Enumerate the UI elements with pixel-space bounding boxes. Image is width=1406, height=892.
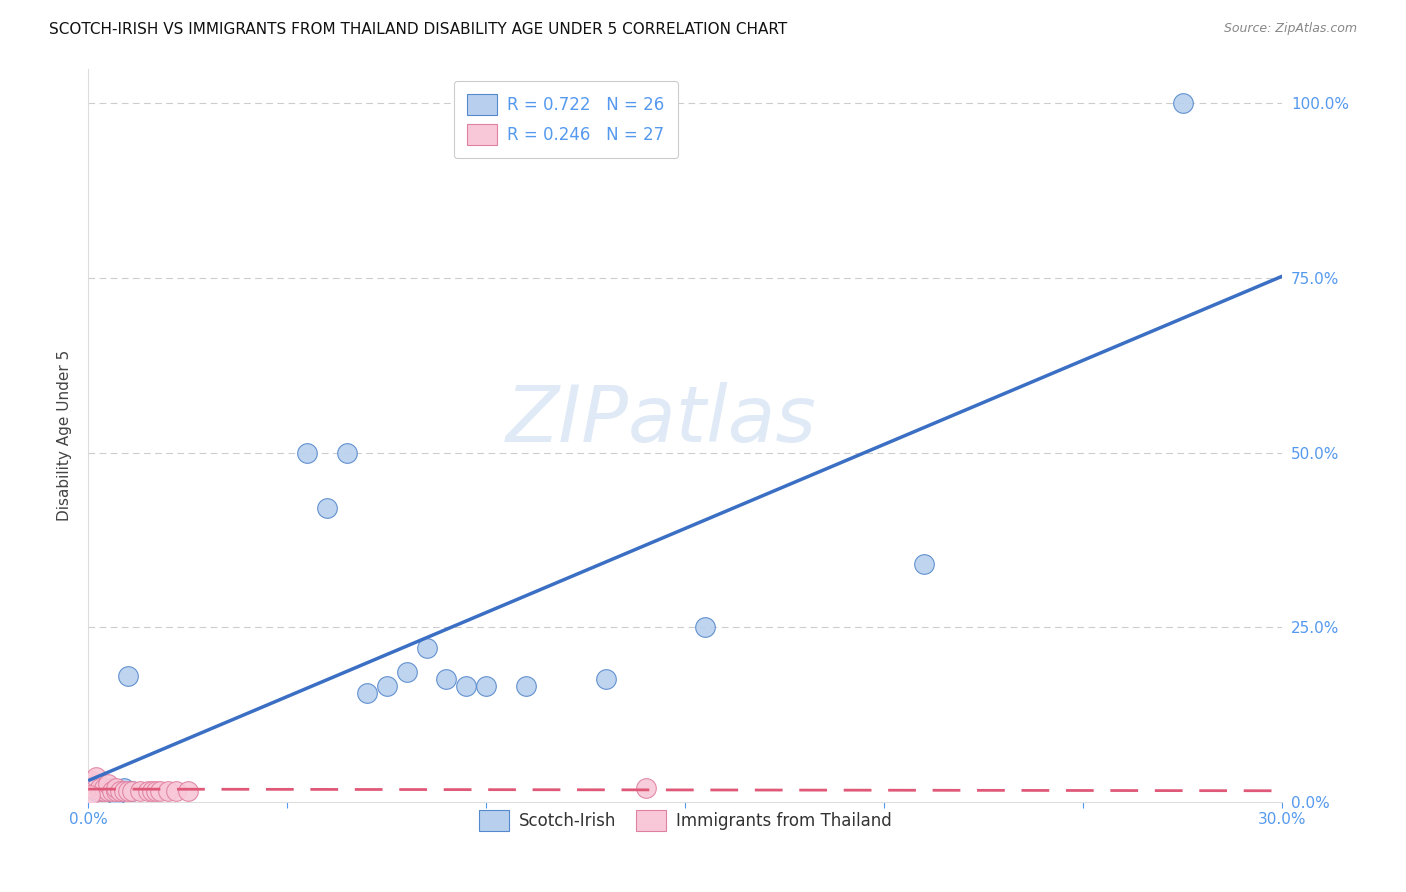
Point [108, 784, 131, 798]
Point [84, 784, 107, 798]
Point [108, 784, 131, 798]
Point [82, 773, 104, 788]
Point [105, 784, 128, 798]
Point [165, 784, 187, 798]
Point [93, 780, 115, 795]
Point [136, 784, 159, 798]
Point [79, 788, 101, 802]
Point [84, 777, 107, 791]
Point [97, 777, 120, 791]
Point [82, 780, 104, 795]
Point [145, 784, 167, 798]
Point [121, 784, 143, 798]
Point [356, 686, 378, 700]
Point [121, 784, 143, 798]
Point [141, 784, 163, 798]
Point [149, 784, 172, 798]
Point [595, 673, 617, 687]
Point [84, 770, 107, 784]
Point [117, 784, 139, 798]
Point [375, 679, 398, 693]
Point [101, 784, 124, 798]
Point [395, 665, 418, 680]
Point [176, 784, 198, 798]
Point [129, 784, 152, 798]
Y-axis label: Disability Age Under 5: Disability Age Under 5 [58, 350, 72, 521]
Point [336, 445, 359, 459]
Point [105, 788, 128, 802]
Point [112, 784, 135, 798]
Point [97, 784, 120, 798]
Point [97, 784, 120, 798]
Point [117, 669, 139, 683]
Point [101, 780, 124, 795]
Point [89, 780, 111, 795]
Point [475, 679, 498, 693]
Text: Source: ZipAtlas.com: Source: ZipAtlas.com [1223, 22, 1357, 36]
Point [436, 673, 458, 687]
Text: SCOTCH-IRISH VS IMMIGRANTS FROM THAILAND DISABILITY AGE UNDER 5 CORRELATION CHAR: SCOTCH-IRISH VS IMMIGRANTS FROM THAILAND… [49, 22, 787, 37]
Point [295, 445, 318, 459]
Point [112, 780, 135, 795]
Point [634, 780, 657, 795]
Point [316, 501, 339, 516]
Point [456, 679, 478, 693]
Point [695, 620, 717, 634]
Point [105, 780, 128, 795]
Point [89, 784, 111, 798]
Point [1171, 96, 1194, 111]
Point [156, 784, 179, 798]
Point [912, 558, 935, 572]
Point [93, 780, 115, 795]
Text: ZIPatlas: ZIPatlas [506, 383, 817, 458]
Point [415, 640, 437, 655]
Point [82, 780, 104, 795]
Point [515, 679, 537, 693]
Point [89, 784, 111, 798]
Legend: Scotch-Irish, Immigrants from Thailand: Scotch-Irish, Immigrants from Thailand [465, 797, 905, 845]
Point [93, 784, 115, 798]
